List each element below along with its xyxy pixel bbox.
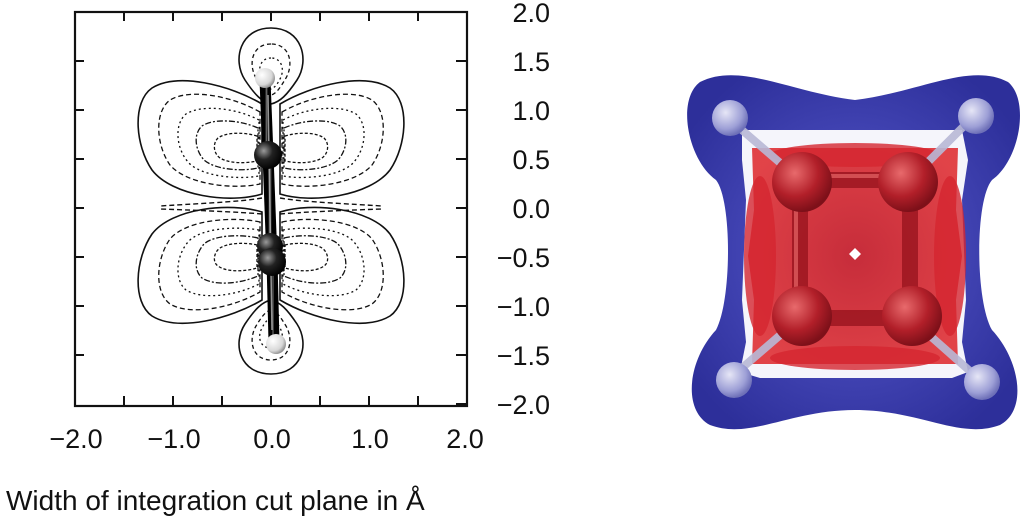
contour-upper-left-outer: [137, 80, 263, 199]
contour-lr-4: [284, 242, 329, 272]
orbital-contours: [137, 27, 405, 375]
contour-ur-4: [284, 132, 329, 164]
x-tick-label: 2.0: [446, 424, 484, 454]
contour-ur-1: [281, 93, 384, 187]
hydrogen-atom-bottom-right: [964, 364, 1000, 400]
bond-highlight: [267, 94, 273, 331]
contour-bottom-inner-1: [251, 309, 291, 361]
contour-lower-right-outer: [279, 206, 405, 324]
contour-ll-3: [195, 235, 259, 284]
carbon-atom-lower: [258, 248, 286, 276]
y-tick-label: 1.5: [512, 47, 550, 77]
x-ticks: [123, 12, 419, 406]
y-tick-label: −2.0: [497, 390, 550, 420]
contour-ur-3: [283, 120, 347, 171]
isosurface-rendering: [687, 75, 1020, 430]
contour-ll-4: [213, 242, 258, 272]
y-tick-label: −1.0: [497, 292, 550, 322]
hydrogen-atom-top: [255, 68, 275, 88]
x-tick-label: 1.0: [351, 424, 389, 454]
contour-ul-4: [213, 132, 258, 164]
contour-ul-1: [158, 93, 261, 187]
contour-ll-2: [177, 227, 260, 297]
contour-lr-3: [283, 235, 347, 284]
contour-bottom-outer: [238, 299, 304, 375]
contour-lr-2: [282, 227, 365, 297]
contour-top-inner-1: [251, 43, 291, 96]
x-axis-title: Width of integration cut plane in Å: [6, 485, 425, 516]
red-lobe-right: [934, 176, 966, 336]
contour-upper-right-outer: [279, 80, 405, 199]
y-tick-label: 2.0: [512, 0, 550, 28]
contour-ul-3: [195, 120, 259, 171]
y-tick-label: −0.5: [497, 243, 550, 273]
center-marker: [849, 248, 861, 260]
contour-plot: 2.0 1.5 1.0 0.5 0.0 −0.5 −1.0 −1.5 −2.0 …: [6, 0, 550, 516]
carbon-atom-bottom-right: [882, 286, 942, 346]
contour-ul-2: [177, 107, 260, 179]
x-tick-label: −1.0: [147, 424, 200, 454]
contour-ll-1: [158, 218, 261, 311]
y-tick-label: 1.0: [512, 96, 550, 126]
hydrogen-atom-top-left: [712, 100, 748, 136]
carbon-atom-top-left: [772, 152, 832, 212]
y-tick-label: 0.0: [512, 194, 550, 224]
y-tick-label: −1.5: [497, 341, 550, 371]
contour-center-band: [159, 197, 383, 215]
hydrogen-atom-bottom: [266, 334, 286, 354]
red-lobe-bottom: [770, 346, 940, 370]
y-ticks: [75, 11, 467, 405]
contour-ur-2: [282, 107, 365, 179]
hydrogen-atom-top-right: [958, 98, 994, 134]
contour-lower-left-outer: [137, 206, 263, 324]
contour-top-inner-2: [259, 57, 283, 90]
carbon-atom-top-right: [878, 152, 938, 212]
carbon-atom-bottom-left: [772, 286, 832, 346]
x-tick-label: 0.0: [253, 424, 291, 454]
contour-lr-1: [281, 218, 384, 311]
x-tick-labels: −2.0 −1.0 0.0 1.0 2.0: [49, 424, 483, 454]
red-lobe-left: [744, 176, 776, 336]
carbon-atom-upper: [254, 141, 282, 169]
y-tick-labels: 2.0 1.5 1.0 0.5 0.0 −0.5 −1.0 −1.5 −2.0: [497, 0, 550, 420]
hydrogen-atom-bottom-left: [716, 362, 752, 398]
x-tick-label: −2.0: [49, 424, 102, 454]
acetylene-molecule: [254, 68, 286, 354]
y-tick-label: 0.5: [512, 145, 550, 175]
